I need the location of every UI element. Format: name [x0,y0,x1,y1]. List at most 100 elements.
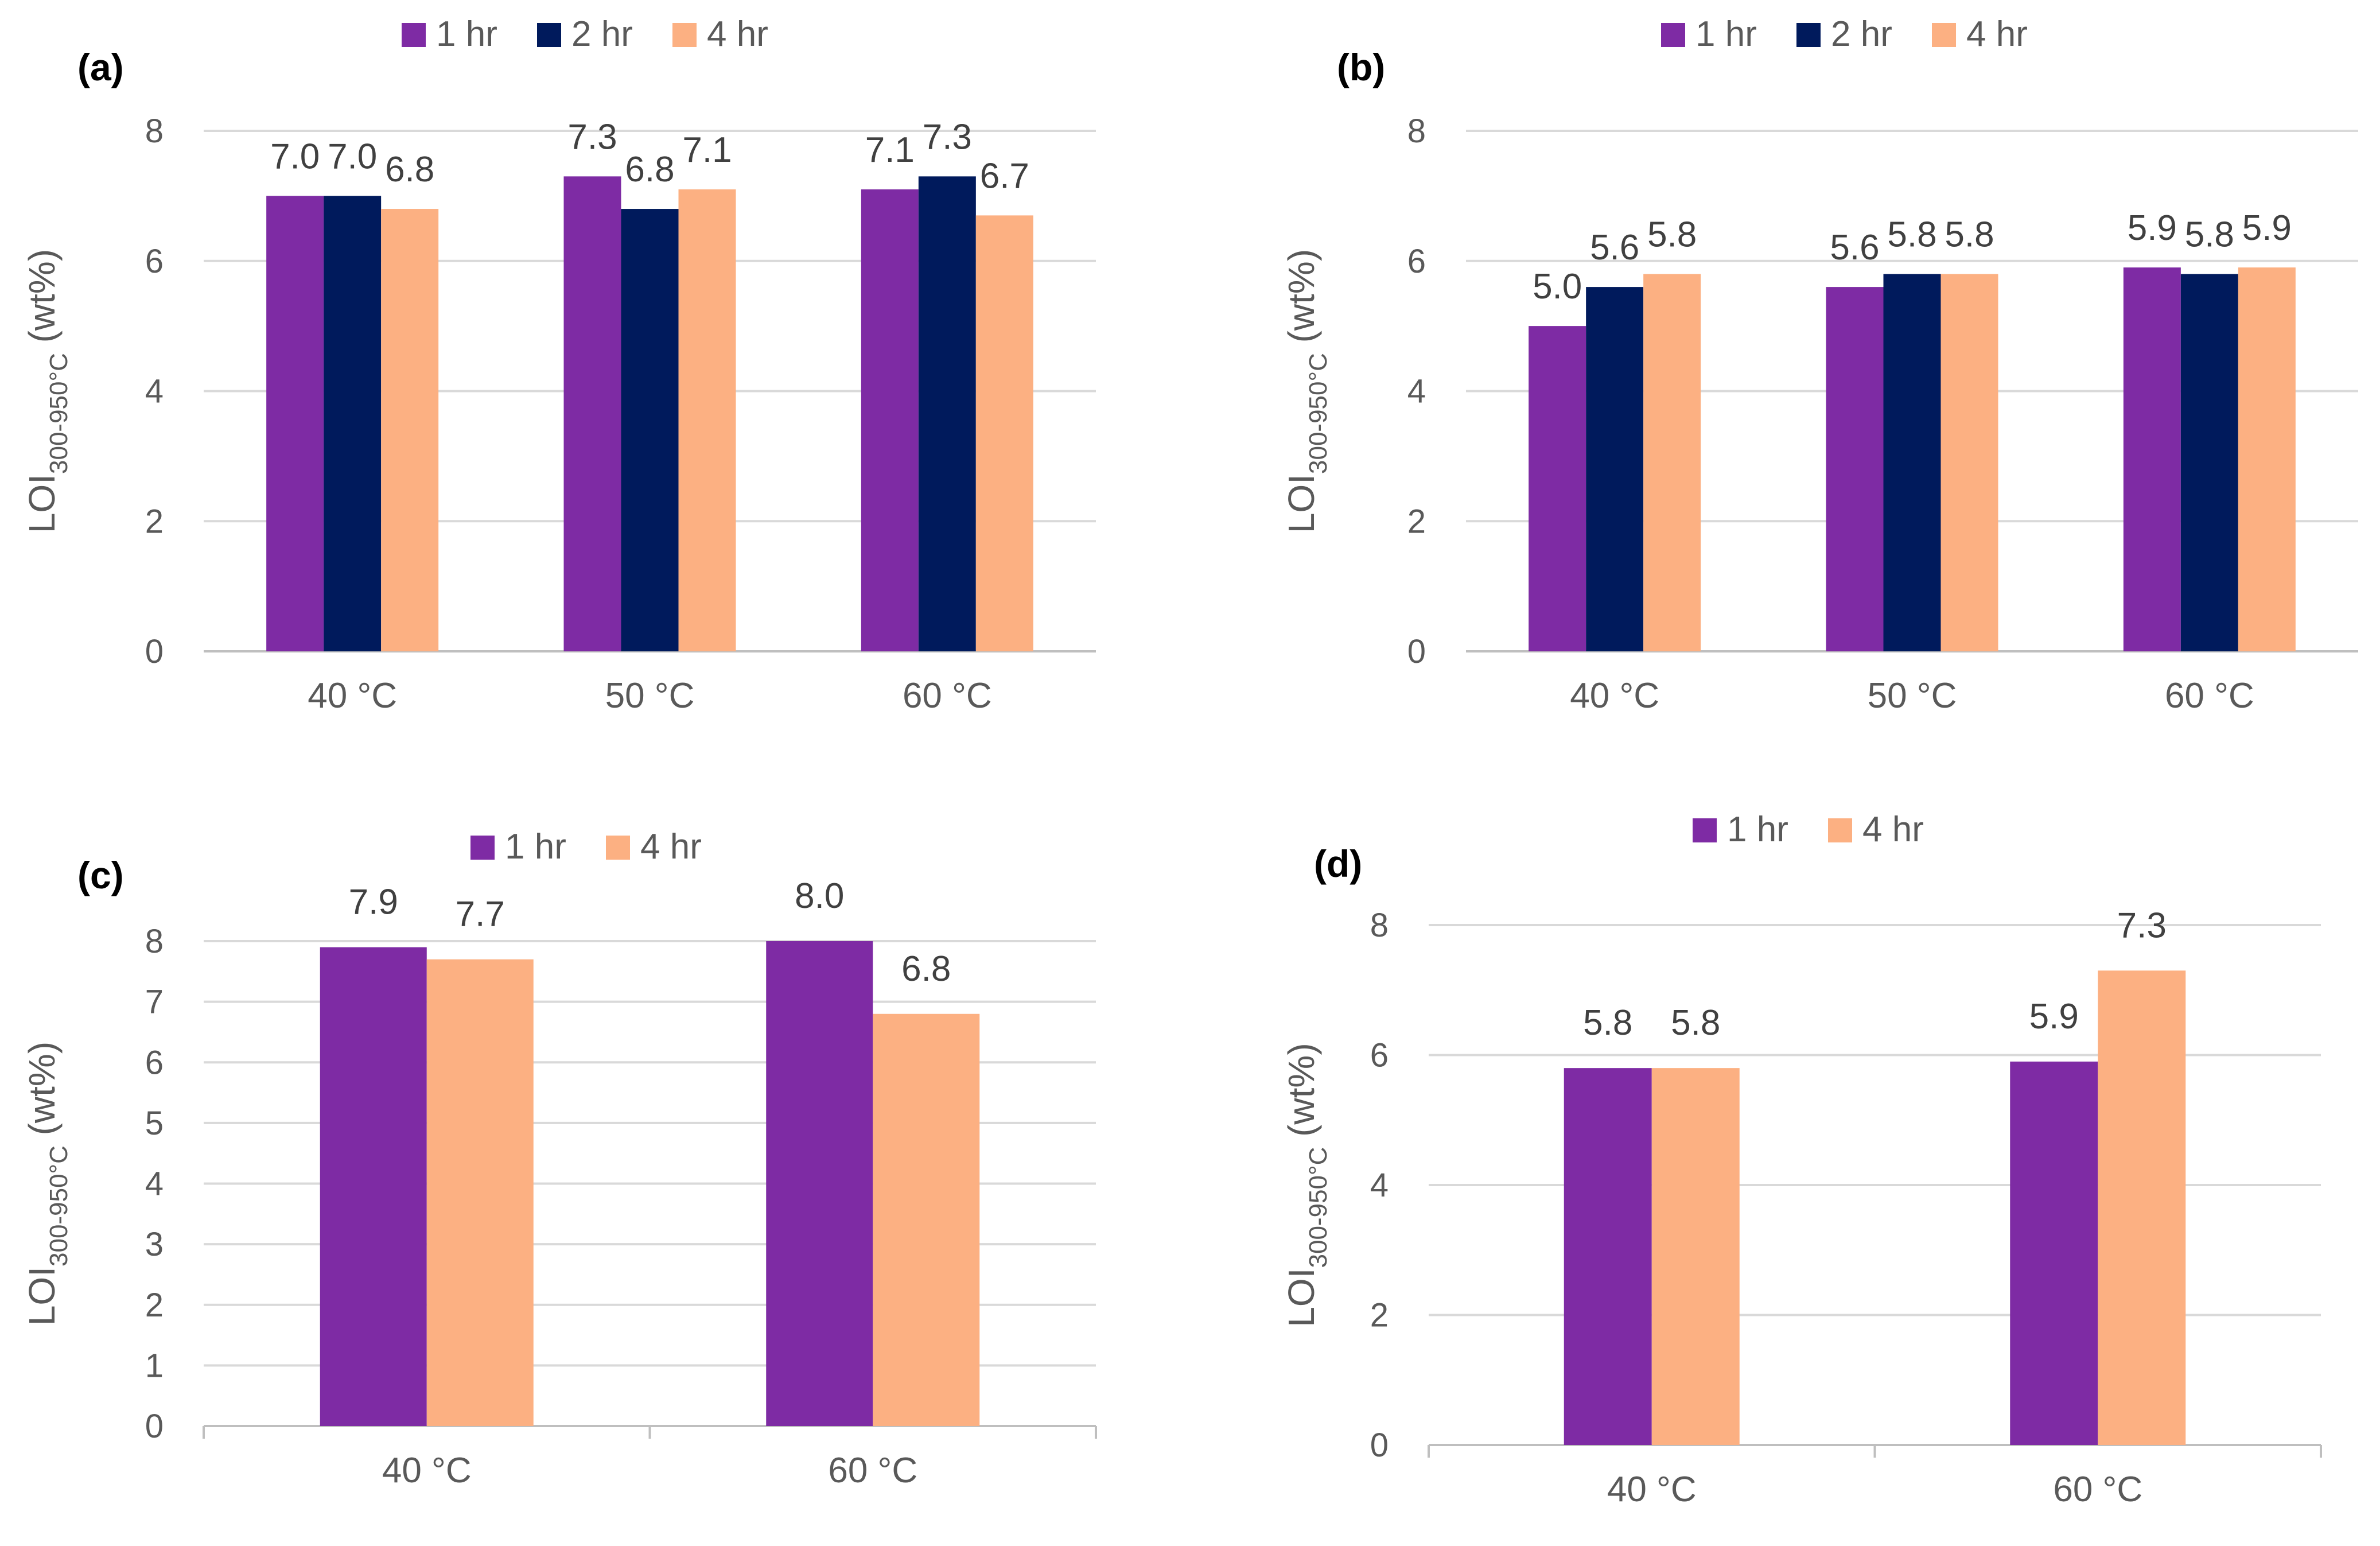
data-label: 5.8 [1945,215,1994,254]
bar-1hr-1 [1529,326,1586,651]
legend-label: 1 hr [505,827,566,867]
y-tick-label: 8 [1370,907,1389,944]
data-label: 5.8 [1671,1003,1720,1043]
y-tick-label: 5 [145,1105,164,1142]
legend-swatch [537,23,561,47]
y-tick-label: 4 [1407,373,1426,410]
y-axis-label-unit: (wt%) [1281,249,1322,353]
legend-label: 1 hr [436,14,497,54]
y-tick-label: 7 [145,984,164,1021]
y-axis-label-unit: (wt%) [21,249,63,353]
y-axis-label-sub: 300-950°C [1304,1147,1332,1268]
panel-label: (d) [1314,842,1362,885]
y-axis-label-main: LOI [1281,474,1322,533]
data-label: 6.8 [625,150,674,189]
y-tick-label: 2 [145,1287,164,1324]
bar-1hr-1 [266,196,324,651]
y-tick-label: 6 [145,243,164,280]
bar-1hr-1 [1564,1068,1652,1445]
y-tick-label: 8 [145,923,164,960]
bar-1hr-2 [563,176,621,651]
bar-4hr-1 [1651,1068,1740,1445]
chart-panel-4: (d) 0 2 4 6 8 40 °C 5.8 5.8 60 °C 5.9 7.3 1 hr 4 hr LO… [1281,810,2322,1509]
y-tick-label: 2 [1407,503,1426,540]
data-label: 5.6 [1830,228,1879,267]
x-category-label: 50 °C [605,676,695,716]
y-axis-label-unit: (wt%) [21,1042,63,1145]
y-axis-label-sub: 300-950°C [1304,353,1332,474]
y-tick-label: 2 [1370,1297,1389,1334]
data-label: 7.3 [567,117,617,157]
y-axis-label-main: LOI [21,1267,63,1326]
data-label: 5.8 [1887,215,1936,254]
data-label: 7.3 [2117,906,2167,945]
legend-swatch [672,23,697,47]
bar-4hr-2 [678,189,736,652]
bar-4hr-3 [975,215,1033,651]
y-axis-label-main: LOI [1281,1268,1322,1327]
data-label: 6.8 [901,949,951,989]
bar-1hr-1 [320,947,427,1426]
data-label: 7.0 [328,137,377,176]
bar-1hr-2 [1826,287,1884,652]
y-axis-label-main: LOI [21,474,63,533]
data-label: 8.0 [795,876,844,916]
bar-2hr-1 [324,196,382,651]
x-category-label: 60 °C [2053,1470,2142,1509]
y-tick-label: 0 [145,1408,164,1445]
data-label: 7.1 [682,130,732,170]
y-axis-label: LOI300-950°C (wt%) [21,249,73,533]
legend-swatch [1828,818,1852,842]
legend-label: 4 hr [1862,810,1924,849]
y-axis-label: LOI300-950°C (wt%) [1281,1043,1332,1327]
data-label: 7.9 [349,883,398,922]
y-tick-label: 6 [145,1044,164,1081]
x-category-label: 40 °C [1607,1470,1697,1509]
bar-4hr-3 [2238,267,2296,651]
x-category-label: 40 °C [308,676,397,716]
y-axis-label: LOI300-950°C (wt%) [21,1042,73,1326]
y-tick-label: 4 [145,1166,164,1203]
bar-2hr-3 [918,176,976,651]
data-label: 6.8 [385,150,434,189]
data-label: 5.0 [1533,267,1582,306]
x-category-label: 60 °C [903,676,992,716]
bar-2hr-3 [2180,274,2238,651]
data-label: 5.9 [2128,208,2177,248]
bar-1hr-3 [861,189,919,652]
bar-4hr-1 [381,209,439,651]
legend-swatch [1796,23,1821,47]
legend-label: 4 hr [640,827,702,867]
data-label: 7.3 [923,117,972,157]
data-label: 5.8 [1647,215,1697,254]
x-category-label: 40 °C [1570,676,1659,716]
panel-label: (b) [1337,46,1385,88]
y-tick-label: 4 [1370,1167,1389,1204]
bar-2hr-2 [621,209,679,651]
legend-label: 4 hr [1966,14,2028,54]
bar-4hr-2 [2098,970,2186,1445]
y-tick-label: 6 [1370,1037,1389,1074]
data-label: 6.7 [980,156,1029,196]
bar-2hr-1 [1586,287,1644,652]
legend-swatch [1661,23,1685,47]
y-tick-label: 0 [1407,633,1426,670]
y-tick-label: 3 [145,1226,164,1263]
y-axis-label: LOI300-950°C (wt%) [1281,249,1332,533]
legend-swatch [402,23,426,47]
y-tick-label: 8 [1407,112,1426,150]
y-tick-label: 0 [1370,1427,1389,1464]
legend-swatch [1932,23,1956,47]
y-tick-label: 6 [1407,243,1426,280]
y-tick-label: 2 [145,503,164,540]
data-label: 5.6 [1590,228,1639,267]
y-axis-label-sub: 300-950°C [45,1145,73,1267]
legend-swatch [1693,818,1717,842]
y-axis-label-sub: 300-950°C [45,353,73,474]
bar-4hr-1 [1643,274,1701,651]
bar-4hr-2 [873,1013,980,1426]
x-category-label: 40 °C [382,1451,472,1490]
